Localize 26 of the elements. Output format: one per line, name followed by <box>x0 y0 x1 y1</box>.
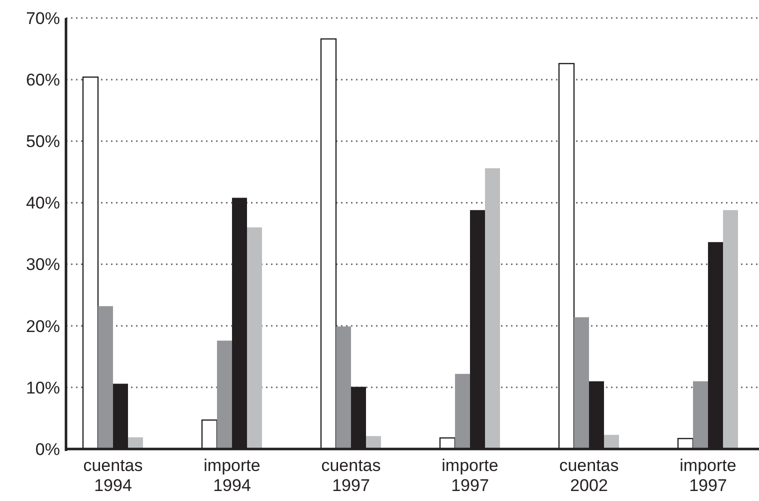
y-tick-label: 50% <box>26 132 60 152</box>
bar <box>217 340 232 449</box>
y-tick-label: 40% <box>26 194 60 213</box>
x-tick-label: importe 1994 <box>204 456 260 495</box>
y-tick-label: 70% <box>26 8 60 28</box>
x-tick-label: importe 1997 <box>680 456 736 495</box>
bar <box>604 434 619 449</box>
x-tick-label: cuentas 1997 <box>321 456 381 495</box>
bar <box>455 374 470 449</box>
y-tick-label: 60% <box>26 70 60 90</box>
bar <box>366 436 381 449</box>
y-tick-label: 0% <box>35 440 60 459</box>
bar <box>574 317 589 449</box>
y-tick-label: 20% <box>26 316 60 336</box>
bar <box>693 381 708 449</box>
x-tick-label: importe 1997 <box>442 456 498 495</box>
x-tick-label: cuentas 1994 <box>83 456 143 495</box>
x-tick-label: cuentas 2002 <box>559 456 619 495</box>
bar <box>128 437 143 449</box>
bar <box>336 326 351 449</box>
bar <box>247 227 262 449</box>
bar <box>723 210 738 449</box>
bar <box>98 306 113 449</box>
bar <box>485 168 500 449</box>
y-tick-label: 10% <box>26 378 60 398</box>
y-tick-label: 30% <box>26 255 60 274</box>
